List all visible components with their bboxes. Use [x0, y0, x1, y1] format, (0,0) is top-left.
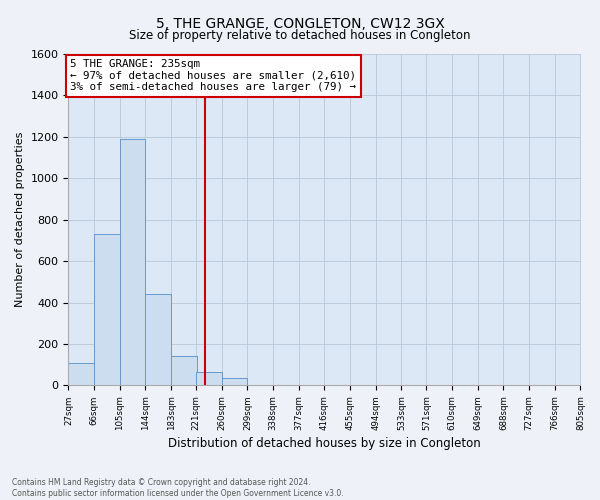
Bar: [171, 356, 197, 386]
X-axis label: Distribution of detached houses by size in Congleton: Distribution of detached houses by size …: [168, 437, 481, 450]
Bar: [68, 362, 94, 386]
Y-axis label: Number of detached properties: Number of detached properties: [15, 132, 25, 308]
Text: Contains HM Land Registry data © Crown copyright and database right 2024.
Contai: Contains HM Land Registry data © Crown c…: [12, 478, 344, 498]
Bar: [94, 234, 120, 386]
Bar: [196, 372, 222, 386]
Bar: [222, 378, 247, 386]
Text: 5, THE GRANGE, CONGLETON, CW12 3GX: 5, THE GRANGE, CONGLETON, CW12 3GX: [155, 18, 445, 32]
Bar: [145, 294, 171, 386]
Text: 5 THE GRANGE: 235sqm
← 97% of detached houses are smaller (2,610)
3% of semi-det: 5 THE GRANGE: 235sqm ← 97% of detached h…: [70, 59, 356, 92]
Text: Size of property relative to detached houses in Congleton: Size of property relative to detached ho…: [129, 29, 471, 42]
Bar: [120, 139, 145, 386]
